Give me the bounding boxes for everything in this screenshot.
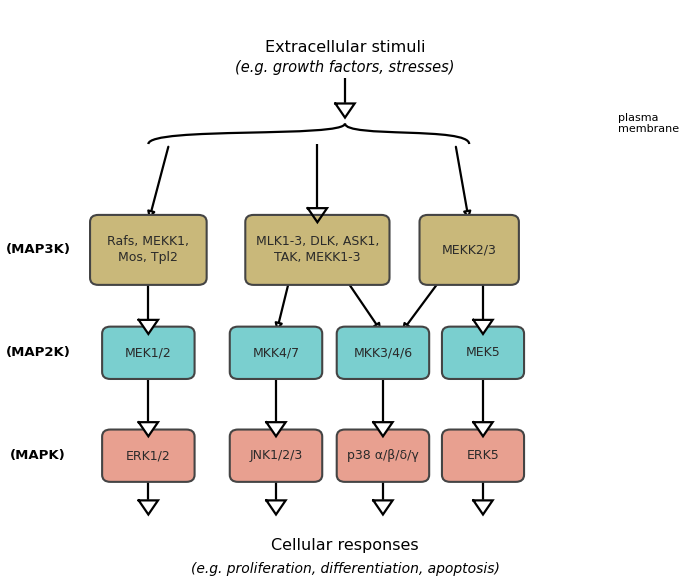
FancyBboxPatch shape bbox=[230, 327, 322, 379]
FancyBboxPatch shape bbox=[230, 429, 322, 482]
FancyBboxPatch shape bbox=[337, 429, 429, 482]
FancyBboxPatch shape bbox=[442, 327, 524, 379]
Text: plasma
membrane: plasma membrane bbox=[618, 113, 679, 134]
Text: (MAP3K): (MAP3K) bbox=[6, 243, 70, 256]
Polygon shape bbox=[139, 422, 158, 436]
FancyBboxPatch shape bbox=[442, 429, 524, 482]
Text: Rafs, MEKK1,
Mos, Tpl2: Rafs, MEKK1, Mos, Tpl2 bbox=[108, 235, 189, 265]
FancyBboxPatch shape bbox=[337, 327, 429, 379]
Polygon shape bbox=[373, 500, 393, 514]
FancyBboxPatch shape bbox=[102, 429, 195, 482]
Polygon shape bbox=[473, 422, 493, 436]
Text: (e.g. growth factors, stresses): (e.g. growth factors, stresses) bbox=[235, 60, 455, 75]
FancyBboxPatch shape bbox=[420, 215, 519, 285]
Polygon shape bbox=[308, 208, 327, 222]
FancyBboxPatch shape bbox=[90, 215, 207, 285]
Text: (e.g. proliferation, differentiation, apoptosis): (e.g. proliferation, differentiation, ap… bbox=[190, 562, 500, 576]
Text: MKK4/7: MKK4/7 bbox=[253, 346, 299, 359]
FancyBboxPatch shape bbox=[102, 327, 195, 379]
Text: (MAP2K): (MAP2K) bbox=[6, 346, 70, 359]
Polygon shape bbox=[473, 500, 493, 514]
Polygon shape bbox=[373, 422, 393, 436]
Text: MEKK2/3: MEKK2/3 bbox=[442, 243, 497, 256]
Polygon shape bbox=[266, 422, 286, 436]
Text: MEK5: MEK5 bbox=[466, 346, 500, 359]
Polygon shape bbox=[139, 320, 158, 334]
Text: p38 α/β/δ/γ: p38 α/β/δ/γ bbox=[347, 449, 419, 462]
Text: Extracellular stimuli: Extracellular stimuli bbox=[265, 39, 425, 55]
Polygon shape bbox=[473, 320, 493, 334]
Text: (MAPK): (MAPK) bbox=[10, 449, 66, 462]
Polygon shape bbox=[335, 103, 355, 118]
Text: MKK3/4/6: MKK3/4/6 bbox=[353, 346, 413, 359]
Text: ERK1/2: ERK1/2 bbox=[126, 449, 170, 462]
Text: MEK1/2: MEK1/2 bbox=[125, 346, 172, 359]
Text: ERK5: ERK5 bbox=[466, 449, 500, 462]
FancyBboxPatch shape bbox=[246, 215, 389, 285]
Text: JNK1/2/3: JNK1/2/3 bbox=[249, 449, 303, 462]
Text: Cellular responses: Cellular responses bbox=[271, 538, 419, 553]
Text: MLK1-3, DLK, ASK1,
TAK, MEKK1-3: MLK1-3, DLK, ASK1, TAK, MEKK1-3 bbox=[256, 235, 379, 265]
Polygon shape bbox=[266, 500, 286, 514]
Polygon shape bbox=[139, 500, 158, 514]
